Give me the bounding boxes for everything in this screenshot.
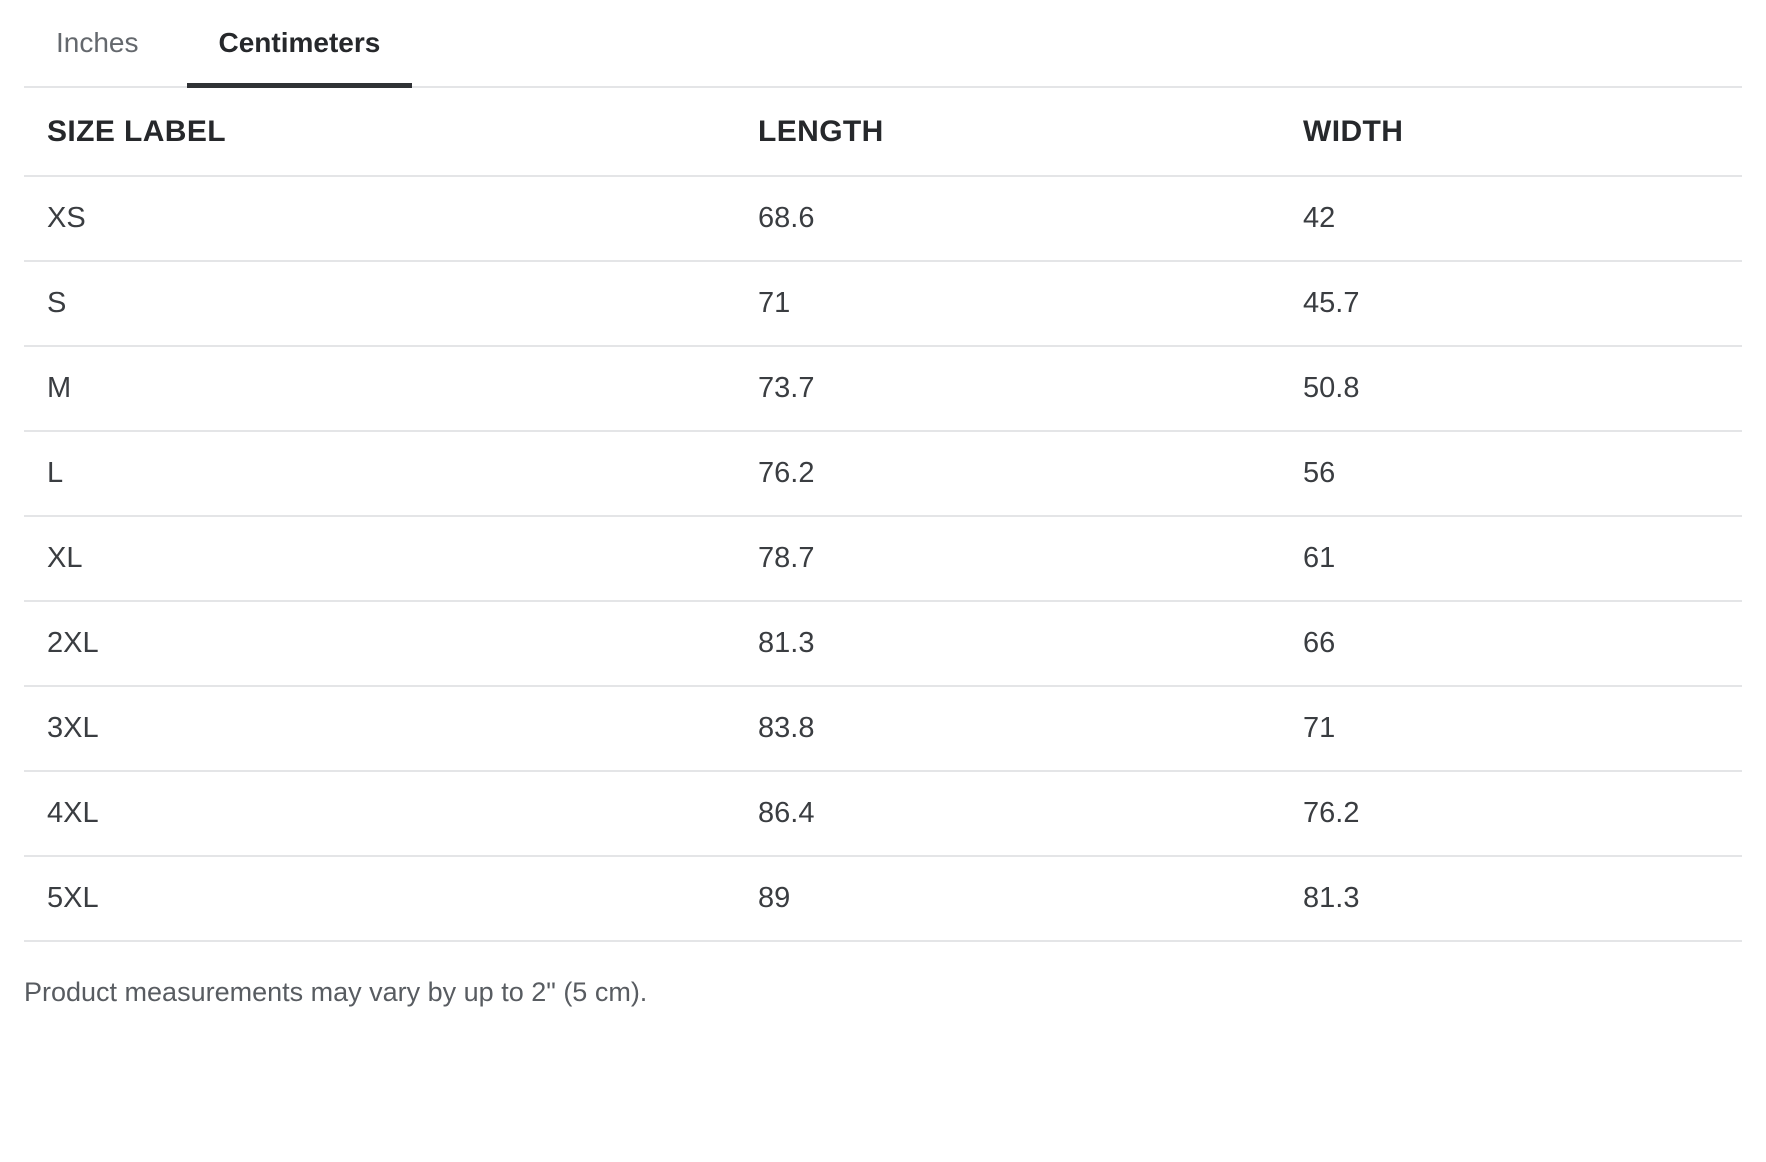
table-row: S 71 45.7 bbox=[24, 262, 1742, 347]
tab-centimeters-label: Centimeters bbox=[218, 27, 381, 58]
width-cell: 42 bbox=[1303, 202, 1336, 234]
width-cell: 81.3 bbox=[1303, 882, 1360, 914]
width-cell: 56 bbox=[1303, 457, 1336, 489]
size-cell: XS bbox=[47, 202, 86, 234]
table-body: XS 68.6 42 S 71 45.7 M 73.7 50.8 L 76.2 … bbox=[24, 177, 1742, 942]
tab-centimeters[interactable]: Centimeters bbox=[186, 0, 413, 88]
size-cell: S bbox=[47, 287, 67, 319]
length-cell: 81.3 bbox=[758, 627, 815, 659]
table-row: L 76.2 56 bbox=[24, 432, 1742, 517]
size-cell: 2XL bbox=[47, 627, 99, 659]
unit-tabs: Inches Centimeters bbox=[24, 0, 1742, 88]
table-row: 5XL 89 81.3 bbox=[24, 857, 1742, 942]
footnote: Product measurements may vary by up to 2… bbox=[24, 977, 648, 1007]
length-cell: 83.8 bbox=[758, 712, 815, 744]
table-row: 3XL 83.8 71 bbox=[24, 687, 1742, 772]
size-cell: 3XL bbox=[47, 712, 99, 744]
size-table: SIZE LABEL LENGTH WIDTH XS 68.6 42 S 71 … bbox=[24, 88, 1742, 942]
table-row: XS 68.6 42 bbox=[24, 177, 1742, 262]
size-cell: 4XL bbox=[47, 797, 99, 829]
size-cell: 5XL bbox=[47, 882, 99, 914]
length-cell: 86.4 bbox=[758, 797, 815, 829]
length-cell: 78.7 bbox=[758, 542, 815, 574]
tab-inches[interactable]: Inches bbox=[24, 0, 171, 86]
column-header-width: WIDTH bbox=[1303, 114, 1404, 148]
width-cell: 76.2 bbox=[1303, 797, 1360, 829]
size-cell: M bbox=[47, 372, 72, 404]
size-cell: XL bbox=[47, 542, 83, 574]
table-header-row: SIZE LABEL LENGTH WIDTH bbox=[24, 88, 1742, 177]
width-cell: 50.8 bbox=[1303, 372, 1360, 404]
width-cell: 61 bbox=[1303, 542, 1336, 574]
length-cell: 73.7 bbox=[758, 372, 815, 404]
length-cell: 76.2 bbox=[758, 457, 815, 489]
table-row: XL 78.7 61 bbox=[24, 517, 1742, 602]
table-row: 4XL 86.4 76.2 bbox=[24, 772, 1742, 857]
width-cell: 71 bbox=[1303, 712, 1336, 744]
tab-inches-label: Inches bbox=[56, 27, 139, 58]
size-cell: L bbox=[47, 457, 64, 489]
width-cell: 45.7 bbox=[1303, 287, 1360, 319]
table-row: M 73.7 50.8 bbox=[24, 347, 1742, 432]
length-cell: 71 bbox=[758, 287, 791, 319]
length-cell: 68.6 bbox=[758, 202, 815, 234]
length-cell: 89 bbox=[758, 882, 791, 914]
column-header-length: LENGTH bbox=[758, 114, 884, 148]
column-header-size-label: SIZE LABEL bbox=[47, 114, 227, 148]
table-row: 2XL 81.3 66 bbox=[24, 602, 1742, 687]
width-cell: 66 bbox=[1303, 627, 1336, 659]
